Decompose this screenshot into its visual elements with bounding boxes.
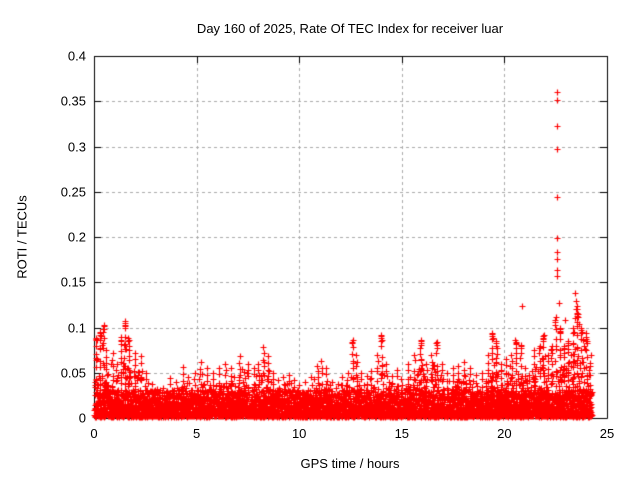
y-tick-label: 0.3 — [67, 139, 86, 154]
y-axis-label: ROTI / TECUs — [14, 195, 30, 279]
x-tick-label: 10 — [291, 426, 307, 441]
x-tick-label: 15 — [394, 426, 410, 441]
y-tick-label: 0.1 — [67, 320, 86, 335]
x-tick-label: 5 — [192, 426, 201, 441]
y-tick-label: 0.15 — [60, 274, 86, 290]
y-tick-label: 0.2 — [67, 229, 86, 245]
y-tick-label: 0.35 — [60, 93, 86, 109]
y-tick-label: 0.05 — [60, 365, 86, 381]
y-tick-label: 0.25 — [60, 184, 86, 200]
chart-title: Day 160 of 2025, Rate Of TEC Index for r… — [196, 21, 504, 36]
x-tick-label: 25 — [599, 426, 615, 441]
x-tick-label: 20 — [497, 426, 512, 441]
y-tick-label: 0.4 — [67, 48, 86, 64]
x-tick-label: 0 — [90, 426, 98, 441]
x-axis-label: GPS time / hours — [300, 456, 400, 471]
y-tick-label: 0 — [78, 410, 86, 426]
